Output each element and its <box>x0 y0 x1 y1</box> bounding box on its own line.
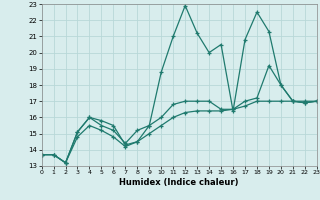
X-axis label: Humidex (Indice chaleur): Humidex (Indice chaleur) <box>119 178 239 187</box>
